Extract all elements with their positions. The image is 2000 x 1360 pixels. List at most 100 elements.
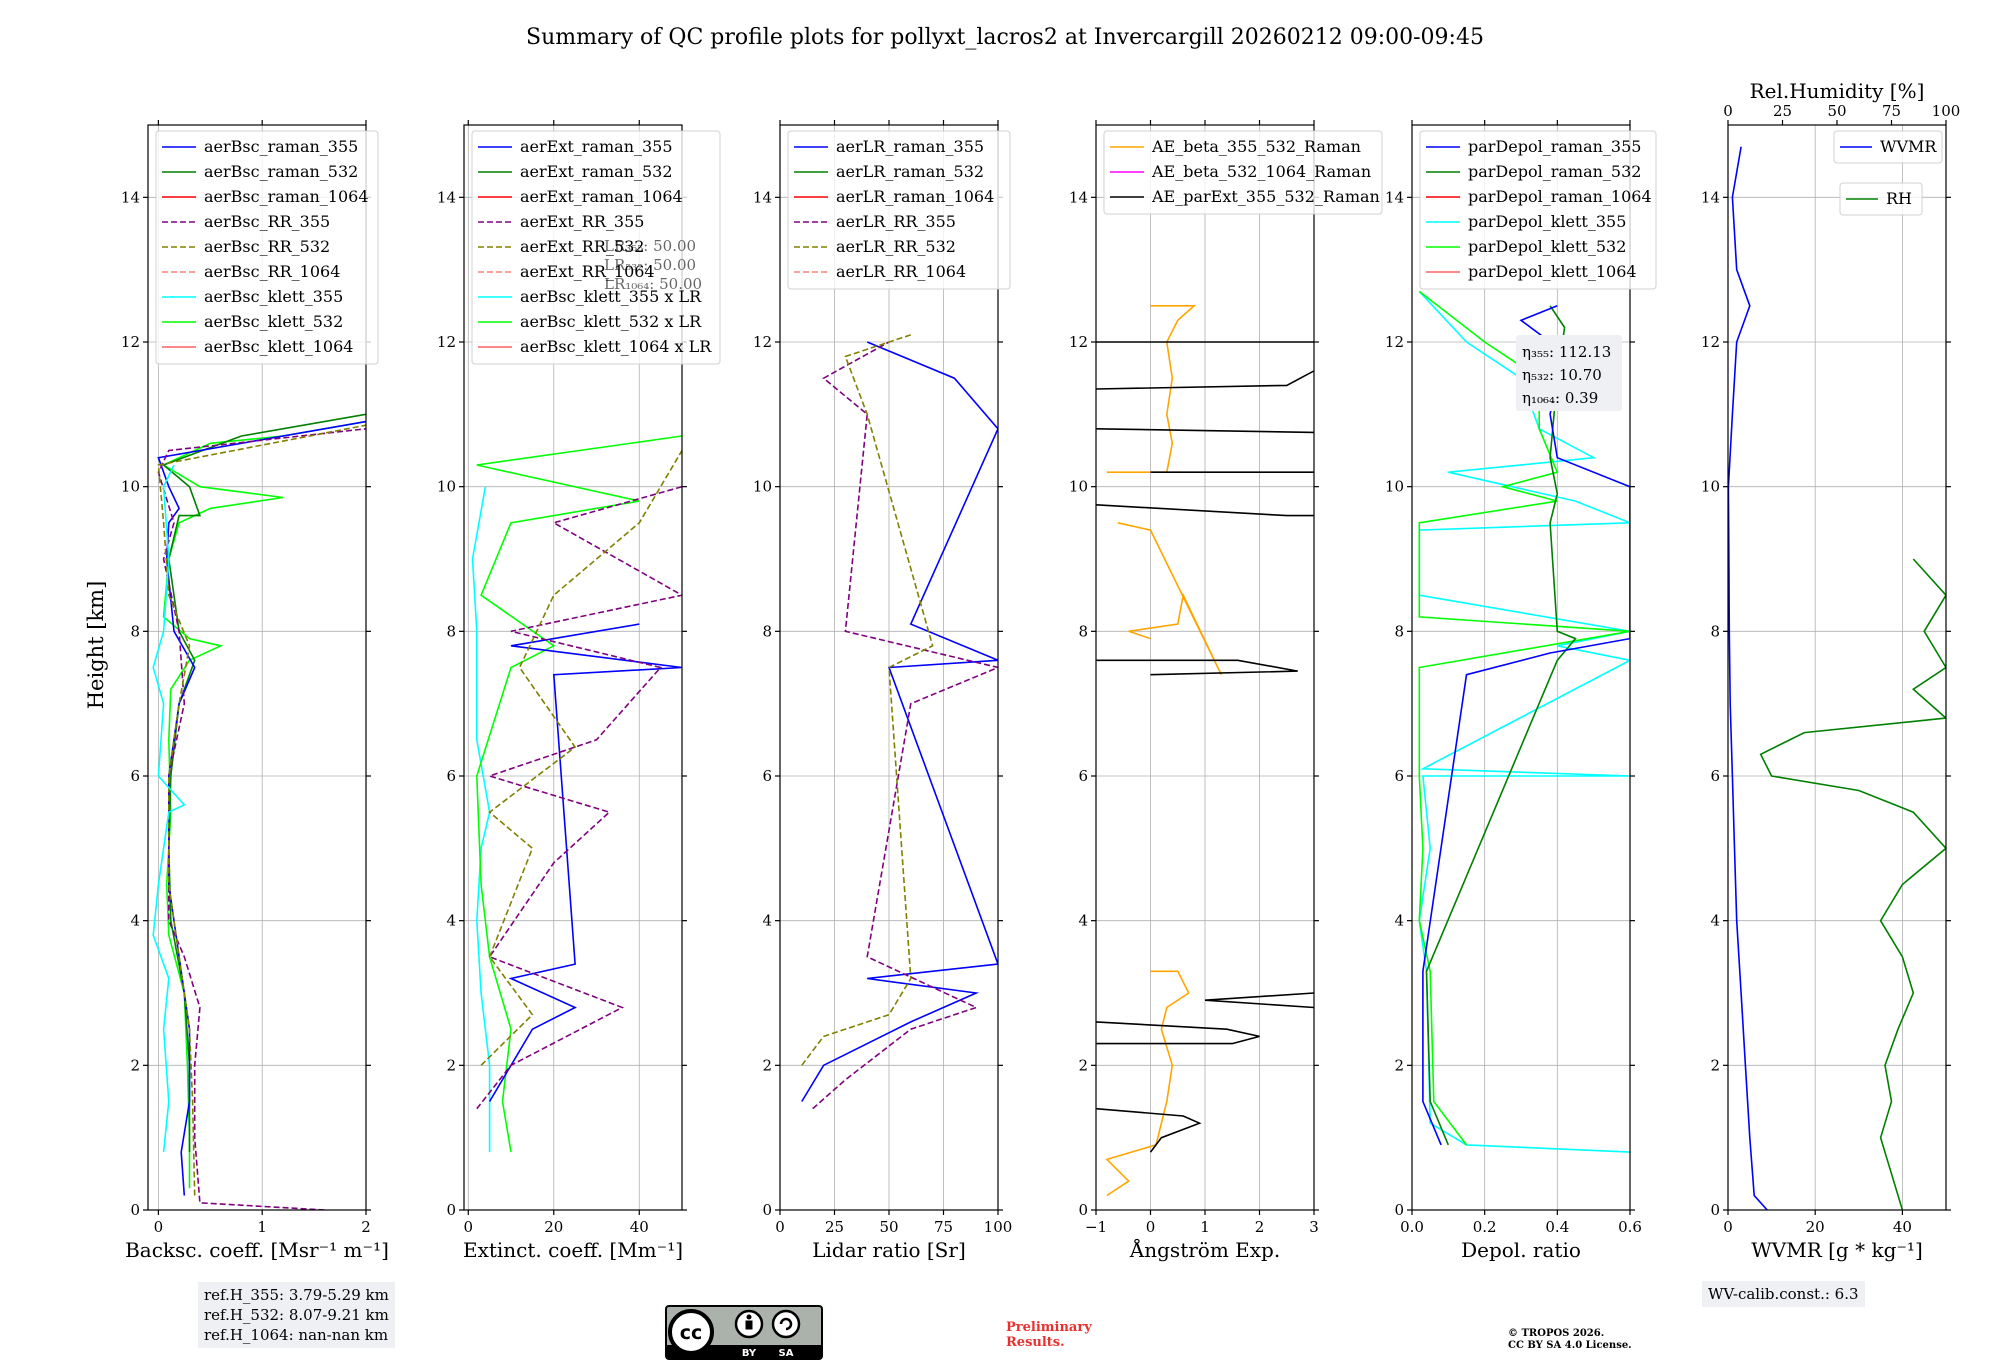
top-x-tick-label: 75	[1882, 102, 1901, 120]
legend-label: aerBsc_klett_1064 x LR	[520, 337, 712, 356]
x-tick-label: 20	[544, 1218, 563, 1236]
top-x-tick-label: 0	[1723, 102, 1733, 120]
series-line	[476, 485, 682, 1110]
reference-heights-box: ref.H_355: 3.79-5.29 km ref.H_532: 8.07-…	[198, 1282, 395, 1348]
series-line	[1418, 290, 1630, 1146]
y-tick-label: 12	[753, 333, 772, 351]
y-tick-label: 12	[1701, 333, 1720, 351]
y-tick-label: 6	[1394, 767, 1404, 785]
y-tick-label: 10	[753, 478, 772, 496]
legend-label: WVMR	[1880, 137, 1937, 156]
series-line	[1422, 305, 1630, 1146]
y-tick-label: 8	[1710, 622, 1720, 640]
y-tick-label: 2	[1394, 1056, 1404, 1074]
legend-label: AE_beta_355_532_Raman	[1151, 137, 1361, 156]
y-tick-label: 10	[1069, 478, 1088, 496]
x-axis-label: Depol. ratio	[1461, 1238, 1581, 1262]
y-tick-label: 8	[1394, 622, 1404, 640]
ref-height-355: ref.H_355: 3.79-5.29 km	[204, 1286, 389, 1304]
x-tick-label: 40	[1893, 1218, 1912, 1236]
subplot-5: 0.0 0.2 0.4 0.6 0 2 4 6 8 10 12 14 Depol. ratio parDe…	[1385, 120, 1657, 1262]
x-axis-label: Backsc. coeff. [Msr⁻¹ m⁻¹]	[125, 1238, 389, 1262]
cc-license-logo: cc BY SA	[665, 1305, 823, 1360]
series-line	[1204, 992, 1314, 1009]
legend-label: aerBsc_klett_1064	[204, 337, 353, 356]
ref-height-1064: ref.H_1064: nan-nan km	[204, 1326, 389, 1344]
x-tick-label: 0	[1146, 1218, 1156, 1236]
eta-label: η₃₅₅: 112.13	[1522, 343, 1611, 361]
y-tick-label: 8	[130, 622, 140, 640]
y-tick-label: 4	[1710, 912, 1720, 930]
axes-frame	[463, 124, 683, 1211]
legend-label: aerBsc_klett_355 x LR	[520, 287, 702, 306]
legend-label: parDepol_raman_532	[1468, 162, 1641, 181]
legend-label: aerBsc_RR_355	[204, 212, 330, 231]
x-tick-label: 50	[879, 1218, 898, 1236]
axes-frame	[1727, 124, 1947, 1211]
lidar-ratio-annotation: LR₃₅₅: 50.00	[604, 237, 696, 255]
series-line	[157, 424, 366, 1196]
x-tick-label: 0	[154, 1218, 164, 1236]
top-x-axis-label: Rel.Humidity [%]	[1750, 79, 1925, 103]
panels: 0 1 2 0 2 4 6 8 10 12 14 Backsc. coeff. [Msr⁻¹ m⁻¹]…	[121, 79, 1960, 1262]
legend-label: aerExt_raman_1064	[520, 187, 683, 206]
x-axis-label: Lidar ratio [Sr]	[812, 1238, 966, 1262]
x-tick-label: 0	[464, 1218, 474, 1236]
preliminary-line-1: Preliminary	[1006, 1320, 1092, 1335]
legend-label: aerLR_raman_532	[836, 162, 984, 181]
legend-label: aerBsc_RR_1064	[204, 262, 340, 281]
series-line	[471, 486, 491, 1153]
legend-box	[1833, 130, 1943, 164]
lidar-ratio-annotation: LR₅₃₂: 50.00	[604, 256, 696, 274]
legend-box	[787, 130, 1011, 290]
top-x-tick-label: 25	[1773, 102, 1792, 120]
legend-label: aerLR_RR_532	[836, 237, 956, 256]
y-tick-label: 12	[437, 333, 456, 351]
y-tick-label: 0	[1078, 1201, 1088, 1219]
y-tick-label: 14	[121, 188, 140, 206]
y-tick-label: 12	[1069, 333, 1088, 351]
x-tick-label: 0.2	[1473, 1218, 1497, 1236]
series-line	[1096, 659, 1298, 676]
x-tick-label: 0.0	[1400, 1218, 1424, 1236]
series-line	[1759, 558, 1946, 1210]
y-tick-label: 0	[762, 1201, 772, 1219]
y-tick-label: 8	[446, 622, 456, 640]
cc-sa-label: SA	[779, 1348, 794, 1359]
x-tick-label: 25	[825, 1218, 844, 1236]
legend-label: aerExt_RR_355	[520, 212, 644, 231]
series-line	[475, 435, 682, 1153]
legend-label: aerBsc_klett_532 x LR	[520, 312, 702, 331]
series-line	[801, 334, 934, 1066]
legend-label: parDepol_klett_532	[1468, 237, 1626, 256]
y-tick-label: 14	[753, 188, 772, 206]
axes-frame	[147, 124, 367, 1211]
series-line	[801, 341, 998, 1102]
series-line	[812, 341, 998, 1110]
legend-label: aerBsc_RR_532	[204, 237, 330, 256]
series-line	[1096, 1107, 1202, 1153]
y-tick-label: 12	[121, 333, 140, 351]
y-tick-label: 14	[437, 188, 456, 206]
y-tick-label: 6	[446, 767, 456, 785]
legend-label: parDepol_klett_1064	[1468, 262, 1637, 281]
series-line	[1728, 146, 1768, 1210]
legend-label: aerBsc_raman_1064	[204, 187, 369, 206]
x-tick-label: 0	[775, 1218, 785, 1236]
y-tick-label: 12	[1385, 333, 1404, 351]
series-line	[162, 413, 366, 1153]
series-line	[157, 420, 366, 1196]
legend-label: aerLR_RR_355	[836, 212, 956, 231]
x-tick-label: 2	[1255, 1218, 1265, 1236]
y-tick-label: 8	[762, 622, 772, 640]
legend-label: AE_parExt_355_532_Raman	[1151, 187, 1380, 206]
y-tick-label: 6	[1078, 767, 1088, 785]
legend-label: parDepol_raman_1064	[1468, 187, 1652, 206]
y-tick-label: 4	[1078, 912, 1088, 930]
y-tick-label: 2	[446, 1056, 456, 1074]
ref-height-532: ref.H_532: 8.07-9.21 km	[204, 1306, 389, 1324]
series-line	[1096, 428, 1314, 434]
y-tick-label: 10	[121, 478, 140, 496]
